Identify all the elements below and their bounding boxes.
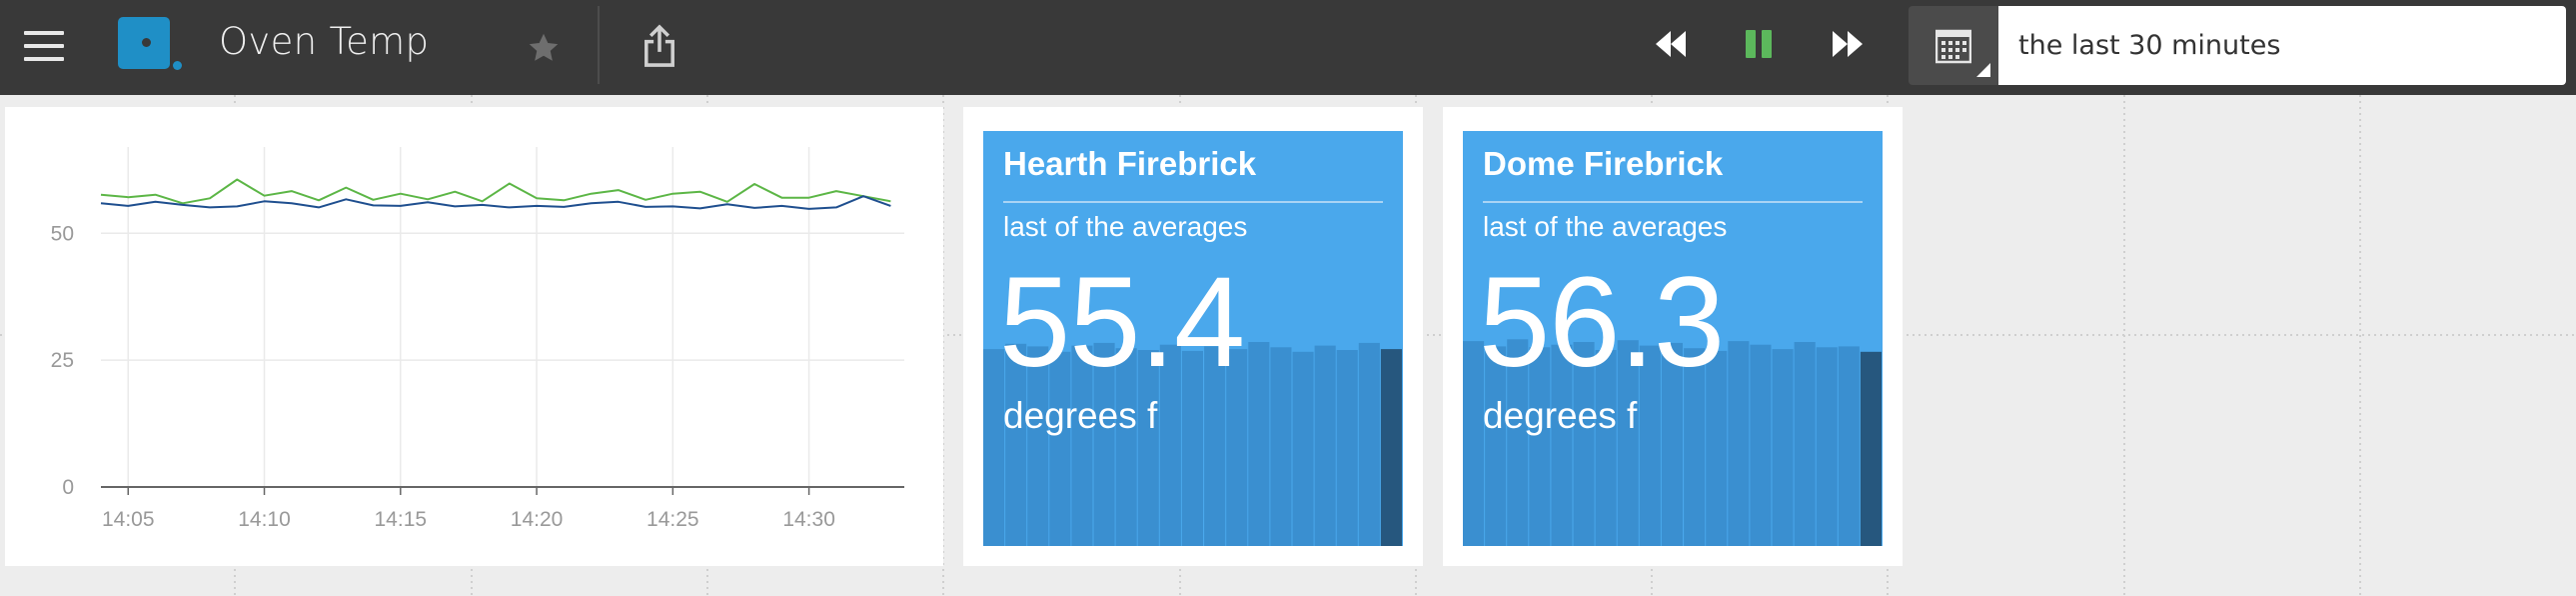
x-tick-label: 14:15 — [375, 508, 428, 531]
tile-value: 56.3 — [1479, 251, 1725, 394]
spark-bar — [1005, 343, 1027, 546]
spark-bar — [1728, 341, 1750, 546]
spark-bar — [1617, 340, 1639, 546]
tile-divider — [1003, 201, 1383, 203]
spark-bar — [1750, 344, 1772, 546]
big-number-tile: Hearth Firebrick last of the averages 55… — [983, 131, 1403, 546]
spark-bar — [1639, 345, 1661, 546]
spark-bar — [1595, 350, 1617, 546]
rewind-icon[interactable] — [1652, 29, 1690, 59]
spark-bar — [1507, 339, 1529, 546]
x-tick-label: 14:25 — [646, 508, 699, 531]
tile-title: Dome Firebrick — [1483, 145, 1724, 182]
toolbar-divider — [598, 6, 600, 84]
tile-value: 55.4 — [999, 251, 1245, 394]
top-toolbar: Oven Temp the last 30 minutes — [0, 0, 2576, 95]
spark-bar — [1573, 342, 1595, 546]
spark-bar — [1115, 348, 1137, 546]
spark-bar — [1772, 349, 1794, 546]
spark-bar — [1838, 346, 1860, 546]
spark-bar — [1794, 342, 1816, 546]
spark-bar — [1159, 344, 1181, 546]
tile-subtitle: last of the averages — [1003, 211, 1248, 242]
spark-bar — [1204, 346, 1226, 546]
spark-bar — [1336, 350, 1358, 546]
spark-bar — [1684, 348, 1706, 546]
tile-title: Hearth Firebrick — [1003, 145, 1257, 182]
dashboard-grid-background — [0, 95, 2576, 596]
sparkline-bars — [1463, 339, 1882, 546]
y-tick-label: 25 — [51, 349, 74, 372]
tile-divider — [1483, 201, 1863, 203]
hamburger-icon[interactable] — [24, 31, 64, 65]
app-logo-accent-dot — [173, 61, 182, 70]
y-tick-label: 50 — [51, 222, 74, 245]
x-tick-label: 14:30 — [782, 508, 835, 531]
star-icon[interactable] — [526, 30, 562, 66]
tile-unit: degrees f — [1483, 395, 1638, 436]
dome-firebrick-panel[interactable]: Dome Firebrick last of the averages 56.3… — [1443, 107, 1903, 566]
calendar-button[interactable] — [1909, 6, 1998, 85]
y-tick-label: 0 — [62, 476, 74, 499]
spark-bar — [1093, 342, 1115, 546]
tile-subtitle: last of the averages — [1483, 211, 1728, 242]
spark-bar — [1661, 342, 1683, 546]
spark-bar — [1816, 347, 1838, 546]
dropdown-corner-icon — [1976, 63, 1990, 77]
series-line-0[interactable] — [100, 178, 891, 205]
sparkline-bars — [983, 342, 1402, 546]
spark-bar — [1049, 351, 1071, 546]
share-icon[interactable] — [642, 24, 677, 68]
line-chart: 0 25 50 14:05 14:10 14:15 14:20 14:25 14:30 — [51, 147, 904, 531]
spark-bar — [1529, 347, 1551, 546]
spark-bar — [1071, 345, 1093, 546]
spark-bar — [1551, 344, 1573, 546]
series-line-1[interactable] — [100, 195, 891, 210]
tile-unit: degrees f — [1003, 395, 1158, 436]
dashboard-title[interactable]: Oven Temp — [219, 20, 430, 63]
app-logo-dot — [142, 38, 151, 47]
spark-bar — [1270, 347, 1292, 546]
spark-bar — [1314, 345, 1336, 546]
spark-bar — [1706, 350, 1728, 546]
x-tick-label: 14:05 — [102, 508, 155, 531]
hearth-firebrick-panel[interactable]: Hearth Firebrick last of the averages 55… — [963, 107, 1423, 566]
fast-forward-icon[interactable] — [1829, 29, 1867, 59]
spark-bar — [1292, 351, 1314, 546]
big-number-tile: Dome Firebrick last of the averages 56.3… — [1463, 131, 1883, 546]
spark-bar — [1181, 350, 1203, 546]
spark-bar — [1463, 341, 1485, 546]
line-chart-panel[interactable]: 0 25 50 14:05 14:10 14:15 14:20 14:25 14:30 — [5, 107, 943, 566]
spark-bar — [1248, 342, 1270, 546]
spark-bar — [983, 349, 1005, 546]
x-tick-label: 14:20 — [511, 508, 564, 531]
spark-bar — [1358, 342, 1380, 546]
spark-bar — [1860, 351, 1882, 546]
spark-bar — [1380, 349, 1402, 546]
pause-icon[interactable] — [1746, 30, 1772, 58]
x-tick-label: 14:10 — [238, 508, 291, 531]
spark-bar — [1027, 346, 1049, 546]
calendar-icon — [1935, 29, 1971, 64]
spark-bar — [1226, 349, 1248, 546]
time-range-input[interactable]: the last 30 minutes — [1998, 6, 2566, 85]
spark-bar — [1137, 350, 1159, 546]
spark-bar — [1485, 346, 1507, 546]
